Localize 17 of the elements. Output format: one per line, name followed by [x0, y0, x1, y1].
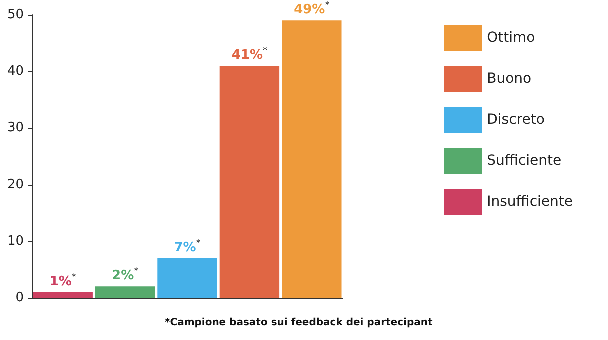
legend-label: Discreto [487, 112, 545, 128]
data-label: 7%* [174, 238, 202, 256]
legend-label: Buono [487, 71, 532, 87]
legend-label: Insufficiente [487, 194, 574, 210]
y-tick-label: 30 [7, 120, 24, 136]
data-label: 41%* [232, 46, 268, 63]
text: *Campione basato sui feedback dei partecipant [165, 318, 433, 328]
y-tick-label: 10 [7, 234, 24, 249]
y-tick-label: 50 [7, 8, 24, 22]
legend-label: Sufficiente [487, 153, 562, 169]
data-label: 1%* [50, 272, 77, 290]
data-label: 49%* [294, 1, 330, 18]
y-tick-label: 0 [16, 290, 24, 306]
legend-label: Ottimo [487, 30, 536, 46]
y-tick-label: 20 [7, 177, 24, 192]
data-label: 2%* [112, 267, 140, 284]
y-tick-label: 40 [7, 64, 24, 80]
